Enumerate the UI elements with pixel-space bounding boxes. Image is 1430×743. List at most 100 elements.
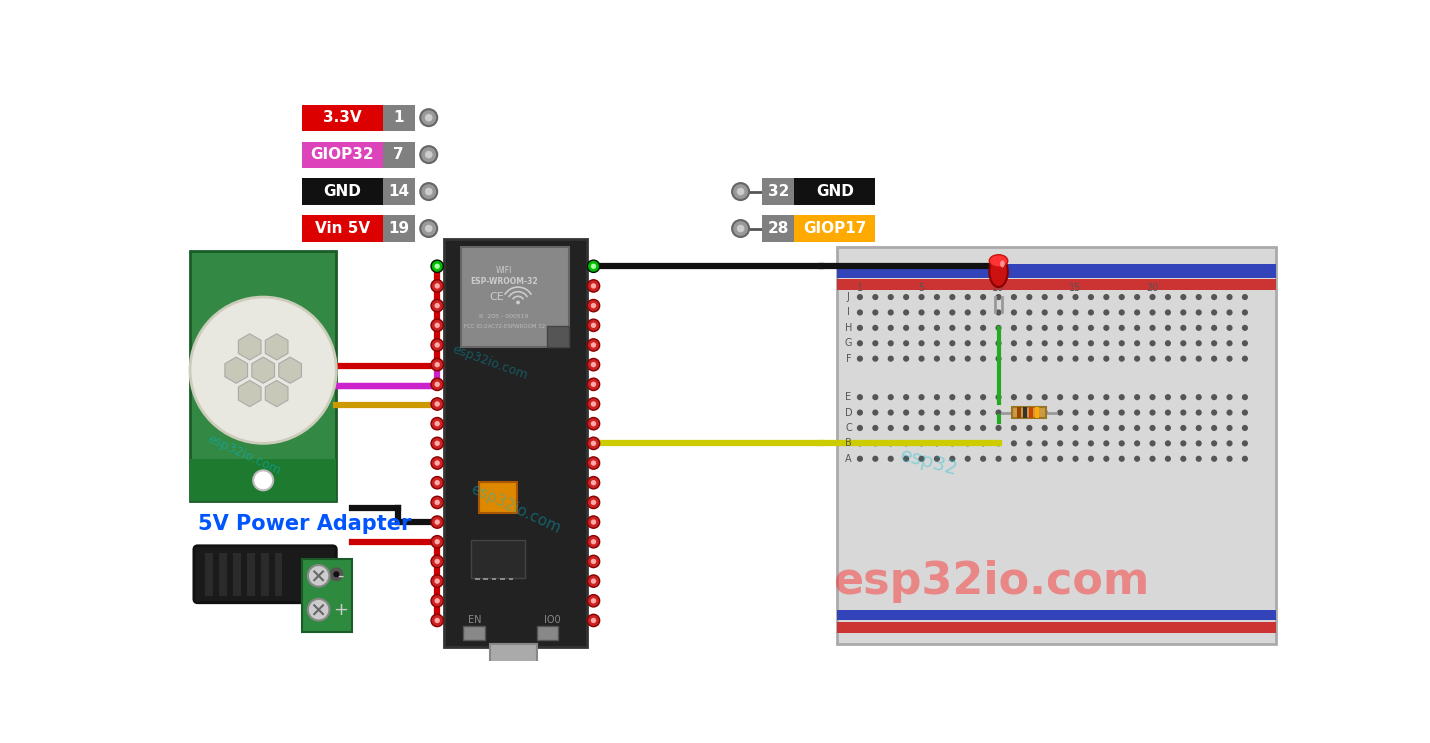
Circle shape [1241,394,1248,400]
Circle shape [1241,455,1248,462]
Bar [460,247,569,347]
Circle shape [1211,425,1217,431]
Circle shape [1072,441,1078,447]
Text: 3.3V: 3.3V [323,110,362,125]
Circle shape [1180,340,1187,346]
Circle shape [904,294,909,300]
Circle shape [430,476,443,489]
Circle shape [1150,409,1155,415]
Circle shape [588,496,599,508]
Circle shape [1241,441,1248,447]
Circle shape [588,319,599,331]
Text: J: J [847,292,849,302]
Circle shape [736,188,745,195]
Circle shape [435,500,440,505]
Circle shape [980,309,987,316]
Circle shape [435,559,440,564]
Circle shape [888,441,894,447]
Circle shape [1041,394,1048,400]
Bar [302,178,382,204]
Circle shape [857,356,864,362]
Bar [219,553,227,596]
Text: B: B [845,438,852,448]
Circle shape [1150,441,1155,447]
Bar [302,141,382,168]
Circle shape [918,409,925,415]
Circle shape [430,614,443,626]
Circle shape [1134,340,1140,346]
Circle shape [1104,340,1110,346]
Circle shape [435,519,440,525]
Circle shape [588,536,599,548]
Circle shape [591,598,596,603]
Circle shape [995,325,1001,331]
Circle shape [1118,441,1125,447]
Circle shape [420,183,438,200]
Circle shape [588,418,599,430]
Circle shape [1072,294,1078,300]
Circle shape [904,309,909,316]
Circle shape [1088,309,1094,316]
Circle shape [872,425,878,431]
Circle shape [872,325,878,331]
Circle shape [934,340,940,346]
Circle shape [904,340,909,346]
Circle shape [435,343,440,348]
Circle shape [888,455,894,462]
Circle shape [950,294,955,300]
Text: 5: 5 [918,283,925,293]
Text: D: D [845,408,852,418]
Circle shape [435,362,440,367]
Circle shape [591,421,596,426]
Text: 20: 20 [1147,283,1158,293]
Circle shape [1211,441,1217,447]
Circle shape [1150,394,1155,400]
Circle shape [1165,294,1171,300]
Bar [302,215,382,241]
Circle shape [1011,340,1017,346]
Circle shape [732,183,749,200]
Text: IO0: IO0 [543,615,561,626]
Text: esp32: esp32 [898,446,961,479]
Circle shape [430,555,443,568]
Circle shape [333,571,339,577]
Circle shape [430,358,443,371]
Circle shape [904,394,909,400]
Text: 5V Power Adapter: 5V Power Adapter [197,514,410,534]
Circle shape [1104,394,1110,400]
Circle shape [1227,394,1233,400]
Circle shape [857,340,864,346]
Circle shape [995,356,1001,362]
Circle shape [1027,356,1032,362]
Circle shape [918,425,925,431]
Circle shape [1104,309,1110,316]
Circle shape [588,575,599,587]
Bar [536,626,558,640]
Bar [302,105,382,131]
Circle shape [950,309,955,316]
Circle shape [1227,409,1233,415]
Text: esp32io.com: esp32io.com [468,481,563,536]
Circle shape [1241,340,1248,346]
Circle shape [980,441,987,447]
Circle shape [1227,441,1233,447]
Bar [1035,407,1040,418]
Circle shape [980,425,987,431]
Circle shape [934,309,940,316]
Circle shape [950,455,955,462]
Bar [470,539,525,578]
Circle shape [591,283,596,288]
Circle shape [1057,325,1062,331]
Circle shape [1072,356,1078,362]
Bar [795,178,875,204]
Circle shape [857,441,864,447]
Circle shape [588,378,599,391]
Circle shape [1134,409,1140,415]
Circle shape [430,496,443,508]
Bar [475,578,479,580]
Bar [837,264,1276,278]
Circle shape [588,457,599,469]
Circle shape [1195,441,1201,447]
Circle shape [430,398,443,410]
Circle shape [980,356,987,362]
